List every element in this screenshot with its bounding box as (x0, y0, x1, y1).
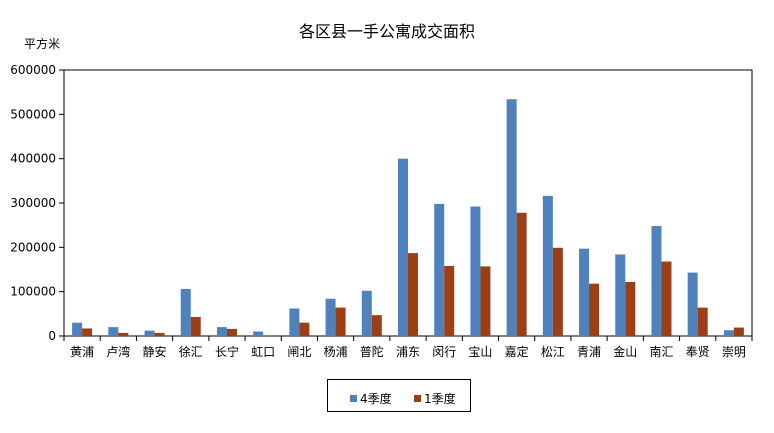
bar-series-2-宝山 (480, 266, 491, 336)
y-tick-label: 100000 (10, 285, 56, 299)
bar-series-1-金山 (615, 254, 626, 336)
legend-item-series-2: 1季度 (414, 390, 456, 407)
legend-label-series-2: 1季度 (424, 392, 456, 406)
legend: 4季度 1季度 (327, 379, 471, 412)
bar-series-2-长宁 (226, 328, 237, 336)
legend-swatch-series-1 (350, 395, 357, 402)
bar-series-1-闸北 (289, 308, 300, 336)
x-tick-label: 宝山 (468, 345, 492, 359)
bar-series-1-长宁 (216, 327, 227, 336)
bar-series-2-杨浦 (335, 307, 346, 336)
bar-series-2-闵行 (444, 265, 455, 336)
x-tick-label: 金山 (613, 344, 637, 359)
bar-series-1-松江 (542, 195, 553, 336)
bar-series-2-闸北 (299, 322, 310, 336)
x-tick-label: 嘉定 (505, 344, 529, 359)
bar-series-1-青浦 (579, 248, 590, 336)
bar-series-1-杨浦 (325, 298, 336, 336)
bar-series-1-黄浦 (72, 322, 83, 336)
x-tick-label: 浦东 (396, 345, 420, 359)
x-tick-label: 卢湾 (106, 344, 130, 359)
bar-series-1-宝山 (470, 206, 481, 336)
bar-series-2-黄浦 (82, 328, 93, 336)
bar-series-2-普陀 (371, 315, 382, 336)
x-tick-label: 杨浦 (324, 344, 348, 359)
legend-item-series-1: 4季度 (350, 390, 392, 407)
bar-series-1-虹口 (253, 331, 264, 336)
bar-series-2-静安 (154, 332, 165, 336)
y-tick-label: 300000 (10, 196, 56, 210)
bar-series-2-奉贤 (697, 307, 708, 336)
y-axis-unit-label: 平方米 (24, 37, 61, 51)
x-tick-label: 南汇 (649, 344, 673, 359)
bar-series-1-徐汇 (180, 289, 191, 336)
legend-label-series-1: 4季度 (360, 392, 392, 406)
y-tick-label: 500000 (10, 107, 56, 121)
bar-series-2-嘉定 (516, 212, 527, 336)
x-tick-label: 青浦 (577, 345, 601, 359)
y-tick-label: 200000 (10, 240, 56, 254)
x-tick-label: 徐汇 (179, 344, 203, 359)
bar-series-2-浦东 (408, 253, 418, 336)
bar-series-2-金山 (625, 281, 636, 336)
bar-series-1-嘉定 (506, 99, 517, 336)
x-tick-label: 静安 (143, 344, 167, 359)
bar-series-2-崇明 (733, 327, 744, 336)
x-tick-label: 虹口 (251, 345, 275, 359)
legend-swatch-series-2 (414, 395, 421, 402)
bar-series-2-徐汇 (190, 316, 201, 336)
bar-series-2-卢湾 (118, 332, 129, 336)
bar-series-1-静安 (144, 330, 155, 336)
x-tick-label: 长宁 (215, 344, 239, 359)
x-tick-label: 松江 (541, 345, 565, 359)
bar-series-2-青浦 (589, 283, 600, 336)
y-tick-label: 400000 (10, 152, 56, 166)
bar-series-1-奉贤 (687, 272, 698, 336)
bar-series-2-南汇 (661, 261, 672, 336)
x-tick-label: 普陀 (360, 344, 384, 359)
x-tick-label: 崇明 (722, 345, 746, 359)
bar-series-1-南汇 (651, 226, 662, 336)
x-tick-label: 黄浦 (70, 345, 94, 359)
bar-series-1-浦东 (398, 158, 408, 336)
x-tick-label: 闵行 (432, 344, 456, 359)
x-tick-label: 奉贤 (686, 345, 710, 359)
bar-series-1-普陀 (361, 290, 372, 336)
y-tick-label: 0 (48, 329, 56, 343)
bar-series-1-闵行 (434, 203, 445, 336)
chart-title: 各区县一手公寓成交面积 (298, 22, 475, 41)
y-tick-label: 600000 (10, 63, 56, 77)
x-tick-label: 闸北 (287, 345, 311, 359)
plot-area: 0 100000 200000 300000 400000 500000 600000 黄浦卢… (10, 63, 753, 359)
bar-series-1-崇明 (723, 330, 734, 336)
bar-series-2-松江 (552, 247, 563, 336)
bar-series-1-卢湾 (108, 327, 119, 336)
